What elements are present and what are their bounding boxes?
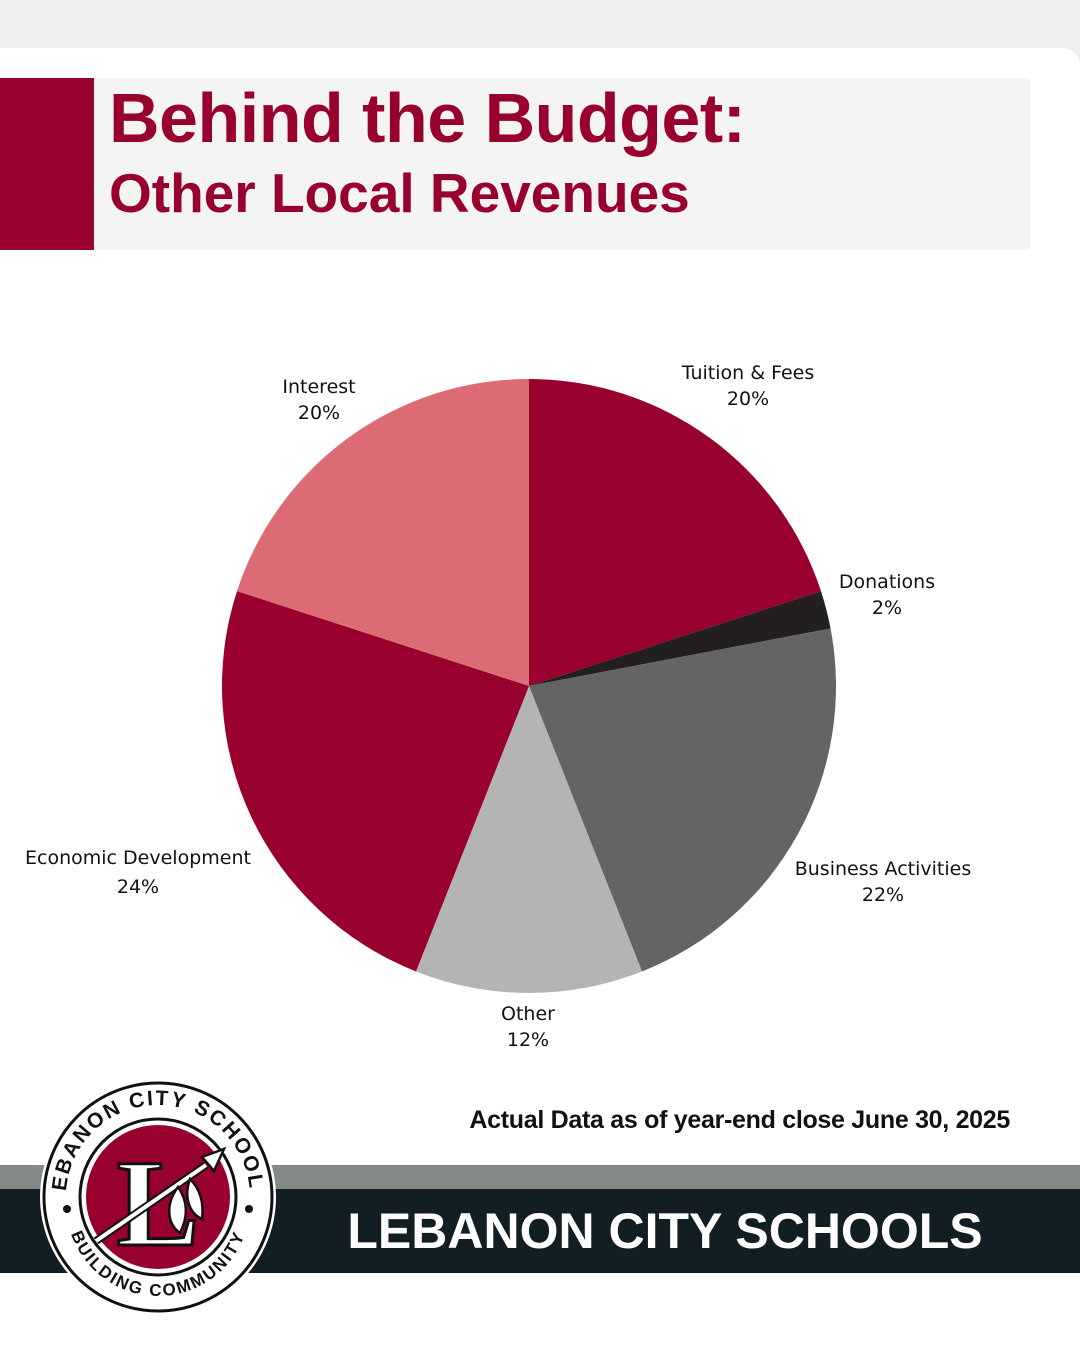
- label-interest-name: Interest: [282, 376, 356, 398]
- label-tuition-fees-value: 20%: [726, 388, 770, 410]
- label-business-activities-value: 22%: [861, 884, 905, 906]
- label-tuition-fees-name: Tuition & Fees: [681, 362, 815, 384]
- seal-dot-left: [63, 1205, 71, 1213]
- label-tuition-fees: Tuition & Fees 20%: [618, 360, 878, 412]
- label-economic-development: Economic Development 24%: [8, 844, 268, 902]
- pie-slice-business-activities: [529, 628, 837, 972]
- label-economic-development-value: 24%: [116, 876, 160, 898]
- pie-slice-tuition-fees: [529, 379, 821, 686]
- label-donations: Donations 2%: [757, 569, 1017, 621]
- label-other: Other 12%: [398, 1001, 658, 1053]
- label-donations-value: 2%: [871, 597, 903, 619]
- title-banner: [94, 78, 1030, 250]
- label-other-name: Other: [501, 1003, 555, 1025]
- seal-inner-ring: [78, 1117, 238, 1277]
- pie-slice-interest: [237, 379, 530, 686]
- label-business-activities-name: Business Activities: [794, 858, 972, 880]
- page-subtitle: Other Local Revenues: [109, 162, 690, 224]
- label-donations-name: Donations: [838, 571, 936, 593]
- label-other-value: 12%: [506, 1029, 550, 1051]
- label-business-activities: Business Activities 22%: [753, 856, 1013, 908]
- label-interest-value: 20%: [297, 402, 341, 424]
- label-economic-development-name: Economic Development: [25, 847, 251, 869]
- spear-feather-icon: [93, 1146, 227, 1245]
- pie-slice-donations: [529, 591, 831, 686]
- title-accent-block: [0, 78, 94, 250]
- label-interest: Interest 20%: [189, 374, 449, 426]
- seal-letter: L: [117, 1135, 200, 1272]
- data-date-note: Actual Data as of year-end close June 30…: [469, 1106, 1010, 1134]
- seal-dot-right: [245, 1205, 253, 1213]
- district-seal-logo: LEBANON CITY SCHOOLS BUILDING COMMUNITY …: [38, 1077, 276, 1315]
- page-title: Behind the Budget:: [109, 79, 746, 157]
- pie-slice-economic-development: [221, 591, 529, 972]
- seal-outer-ring: [42, 1081, 274, 1313]
- pie-slice-other: [415, 686, 643, 993]
- footer-school-name: LEBANON CITY SCHOOLS: [347, 1203, 983, 1259]
